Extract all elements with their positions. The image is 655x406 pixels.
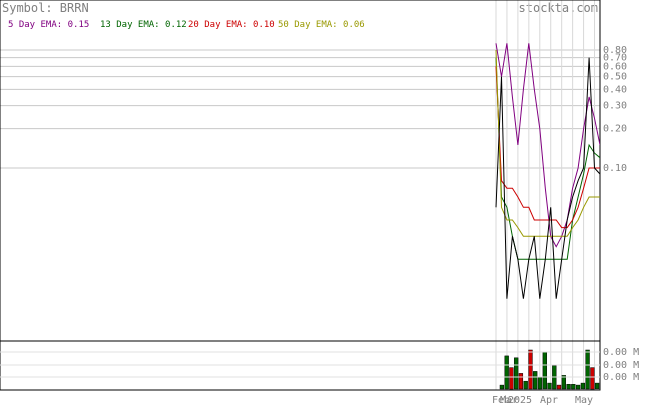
volume-tick-label: 0.00 M [603,347,639,358]
axis-labels: 0.800.700.600.500.400.300.200.100.00 M0.… [0,45,639,406]
date-tick-label: Apr [540,395,558,406]
series-line [495,57,600,299]
price-gridlines [0,49,600,169]
volume-bar [509,367,514,390]
volume-bar [585,349,590,390]
ema-series [495,43,600,299]
price-tick-label: 0.50 [603,72,627,83]
price-tick-label: 0.30 [603,101,627,112]
legend-item: 50 Day EMA: 0.06 [278,20,365,30]
volume-bar [547,382,552,390]
volume-bar [528,349,533,390]
watermark-text: stockta.com [519,1,598,15]
volume-bar [594,382,600,390]
price-tick-label: 0.70 [603,53,627,64]
volume-bar [504,355,509,390]
volume-bar [590,367,595,390]
price-tick-label: 0.20 [603,124,627,135]
volume-bar [561,375,566,390]
series-line [495,66,600,229]
legend: 5 Day EMA: 0.15 13 Day EMA: 0.12 20 Day EM… [8,20,365,30]
date-tick-label: Feb [492,395,510,406]
symbol-title: Symbol: BRRN [2,1,89,15]
date-gridlines [495,0,596,390]
price-tick-label: 0.10 [603,163,627,174]
legend-item: 13 Day EMA: 0.12 [100,20,187,30]
volume-bar [566,384,571,390]
price-tick-label: 0.40 [603,84,627,95]
volume-bar [499,384,505,390]
volume-bar [533,371,538,390]
volume-tick-label: 0.00 M [603,372,639,383]
price-tick-label: 0.80 [603,45,627,56]
volume-bar [542,351,547,390]
volume-bar [514,357,519,390]
volume-bar [556,384,562,390]
volume-bar [580,382,586,390]
date-tick-label: 2025 [508,395,532,406]
price-tick-label: 0.60 [603,61,627,72]
legend-item: 20 Day EMA: 0.10 [188,20,275,30]
volume-bar [518,373,524,390]
legend-item: 5 Day EMA: 0.15 [8,20,89,30]
volume-bar [571,384,576,390]
volume-bar [575,384,581,390]
date-tick-label: Mar [500,395,518,406]
volume-tick-label: 0.00 M [603,360,639,371]
volume-bar [523,380,528,390]
volume-bar [537,377,543,390]
date-tick-label: May [575,395,593,406]
series-line [495,43,600,248]
